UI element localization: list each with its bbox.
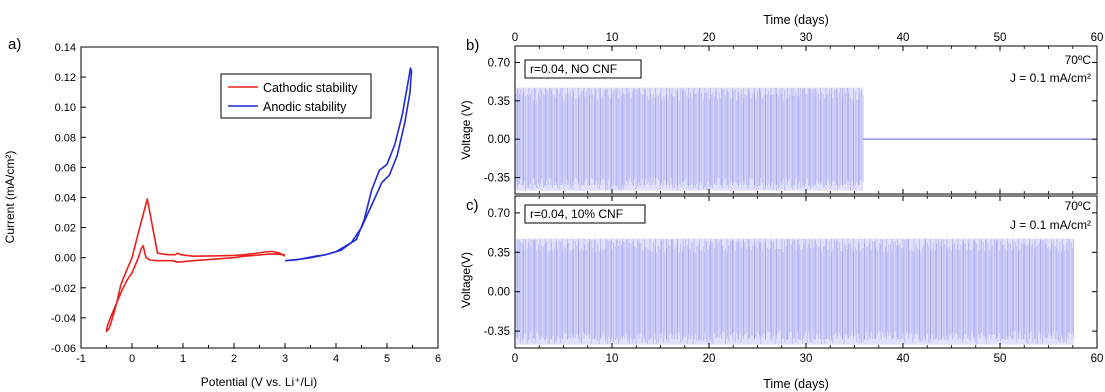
panel-a-x-label: Potential (V vs. Li⁺/Li): [201, 375, 317, 389]
x-tick-label-top: 30: [800, 32, 813, 44]
x-tick-label-top: 60: [1091, 32, 1104, 44]
panel-c-current-density: J = 0.1 mA/cm²: [1010, 218, 1091, 232]
y-tick-label: -0.02: [51, 283, 76, 295]
x-tick-label-top: 10: [606, 32, 619, 44]
x-tick-label-top: 50: [994, 32, 1007, 44]
y-tick-label: -0.04: [51, 313, 76, 325]
y-tick-label: -0.35: [484, 173, 510, 185]
y-tick-label: 0.02: [55, 223, 76, 235]
panel-c: c) 0 10 20 30 40 50 60 -0.35 0.00 0.35 0.70 Time …: [459, 195, 1104, 391]
x-tick-label-top: 40: [897, 32, 910, 44]
panel-c-annotation-box: [524, 204, 646, 224]
y-tick-label: 0.70: [488, 208, 510, 220]
x-tick-label: 4: [333, 353, 339, 365]
x-tick-label-top: 0: [512, 32, 518, 44]
legend-label-anodic: Anodic stability: [263, 100, 347, 114]
panel-b-top-x-label: Time (days): [763, 13, 829, 27]
cycling-envelope: [516, 87, 864, 191]
x-tick-label: 10: [606, 353, 619, 365]
cycling-oscillation: [515, 238, 1074, 345]
panel-b-annotation-box: [524, 59, 642, 79]
panel-c-x-ticks: 0 10 20 30 40 50 60: [512, 196, 1104, 365]
panel-a-y-ticks: -0.06 -0.04 -0.02 0.00 0.02 0.04 0.06 0.08 0.10 0…: [51, 42, 86, 355]
panel-c-voltage-trace: [515, 238, 1074, 345]
x-tick-label: 40: [897, 353, 910, 365]
x-tick-label: 60: [1091, 353, 1104, 365]
y-tick-label: 0.00: [55, 253, 76, 265]
panel-b-y-ticks: -0.35 0.00 0.35 0.70: [484, 57, 1097, 185]
x-tick-label: 3: [282, 353, 288, 365]
y-tick-label: 0.04: [55, 193, 76, 205]
y-tick-label: 0.14: [55, 42, 76, 54]
series-cathodic-line: [105, 198, 286, 333]
panel-a-legend: Cathodic stability Anodic stability: [220, 73, 372, 119]
legend-label-cathodic: Cathodic stability: [263, 81, 358, 95]
x-tick-label: 0: [129, 353, 135, 365]
y-tick-label: -0.35: [484, 326, 510, 338]
panel-b-y-label: Voltage (V): [459, 100, 473, 159]
x-tick-label: 2: [231, 353, 237, 365]
y-tick-label: 0.00: [488, 134, 510, 146]
panel-a: a) -1 0 1 2 3 4 5 6 -0.06 -0.04 -0.02 0.00 0.02 0.04…: [3, 36, 441, 389]
panel-b-annotation: r=0.04, NO CNF: [530, 62, 617, 76]
x-tick-label: 5: [384, 353, 390, 365]
legend-box: [220, 73, 372, 119]
x-tick-label: 0: [512, 353, 518, 365]
y-tick-label: 0.12: [55, 72, 76, 84]
panel-b-x-ticks: 0 10 20 30 40 50 60: [512, 32, 1104, 194]
y-tick-label: 0.08: [55, 132, 76, 144]
x-tick-label-top: 20: [703, 32, 716, 44]
panel-b-current-density: J = 0.1 mA/cm²: [1010, 71, 1091, 85]
cycling-envelope: [516, 238, 1074, 345]
panel-a-label: a): [8, 36, 21, 53]
panel-c-annotation: r=0.04, 10% CNF: [530, 207, 623, 221]
y-tick-label: 0.06: [55, 162, 76, 174]
panel-c-temperature: 70ºC: [1065, 199, 1092, 213]
cycling-spikes: [517, 87, 860, 186]
series-anodic-line: [284, 67, 413, 262]
panel-a-x-ticks: -1 0 1 2 3 4 5 6: [76, 343, 441, 365]
panel-b-temperature: 70ºC: [1065, 53, 1092, 67]
panel-b: b) Time (days) 0 10 20 30 40 50 60 -0.35 0.00 0.…: [459, 13, 1104, 195]
panel-b-label: b): [466, 37, 479, 54]
panel-c-label: c): [466, 197, 479, 214]
x-tick-label: 6: [435, 353, 441, 365]
y-tick-label: 0.10: [55, 102, 76, 114]
y-tick-label: -0.06: [51, 343, 76, 355]
panel-a-series: [105, 67, 413, 333]
panel-b-voltage-trace: [515, 87, 1097, 191]
x-tick-label: -1: [76, 353, 86, 365]
y-tick-label: 0.35: [488, 96, 510, 108]
x-tick-label: 20: [703, 353, 716, 365]
panel-a-y-label: Current (mA/cm²): [3, 151, 17, 244]
y-tick-label: 0.70: [488, 57, 510, 69]
x-tick-label: 50: [994, 353, 1007, 365]
x-tick-label: 30: [800, 353, 813, 365]
panel-c-y-label: Voltage(V): [459, 252, 473, 308]
panel-c-x-label: Time (days): [763, 377, 829, 391]
y-tick-label: 0.35: [488, 247, 510, 259]
panel-c-y-ticks: -0.35 0.00 0.35 0.70: [484, 208, 1097, 338]
y-tick-label: 0.00: [488, 287, 510, 299]
cycling-spikes: [517, 238, 1074, 339]
x-tick-label: 1: [180, 353, 186, 365]
